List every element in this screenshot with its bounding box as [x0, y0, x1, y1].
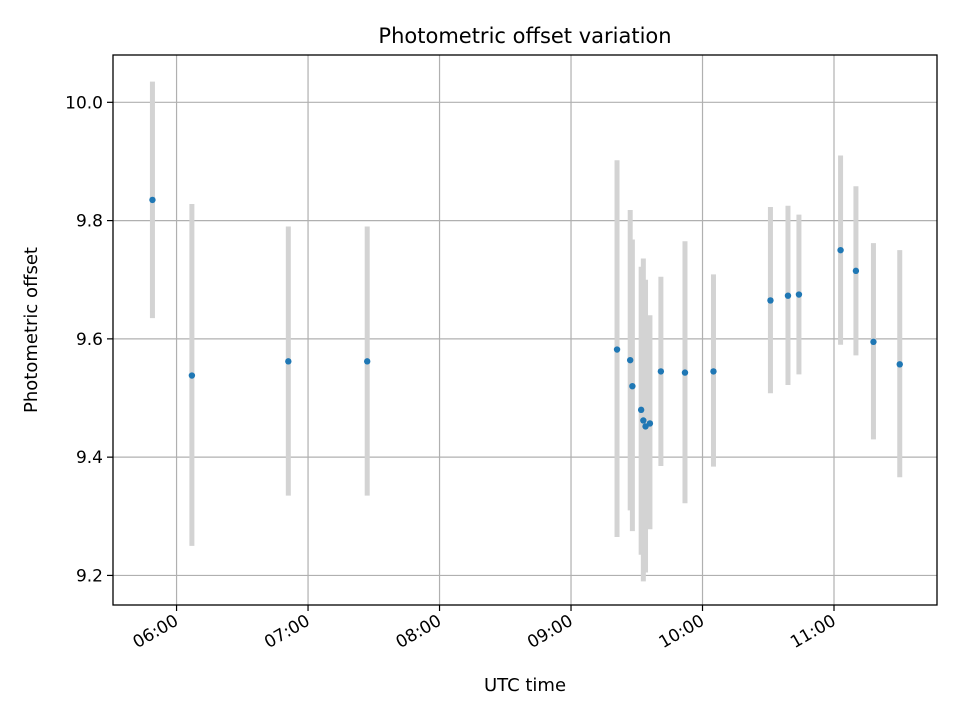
plot-frame — [112, 54, 938, 606]
grid-layer — [113, 55, 937, 605]
data-point — [795, 291, 803, 298]
x-tick-label: 09:00 — [524, 611, 576, 653]
tick-layer: 06:00 07:00 08:00 09:00 10:00 11:00 9.2 9.4 9.6 9… — [65, 93, 839, 653]
data-point — [629, 382, 636, 390]
data-point — [646, 420, 654, 427]
y-axis-label: Photometric offset — [21, 247, 42, 413]
y-tick-label: 9.4 — [76, 448, 103, 468]
data-point — [149, 196, 156, 204]
x-axis-label: UTC time — [484, 675, 566, 696]
data-point — [285, 358, 292, 365]
data-point — [657, 368, 665, 375]
data-point — [896, 361, 903, 368]
data-point — [852, 267, 860, 275]
x-tick-label: 10:00 — [656, 611, 708, 653]
y-tick-label: 9.2 — [76, 566, 103, 586]
data-point — [784, 292, 792, 299]
x-tick-label: 11:00 — [787, 611, 839, 653]
data-point — [837, 246, 844, 254]
data-point — [364, 358, 371, 365]
data-point — [710, 368, 717, 375]
data-point — [613, 346, 621, 353]
data-point — [767, 297, 774, 304]
data-point — [637, 406, 645, 414]
errorbar-layer — [149, 81, 903, 582]
data-point — [188, 372, 196, 379]
y-tick-label: 9.6 — [76, 330, 103, 350]
data-point — [640, 417, 647, 424]
chart-title: Photometric offset variation — [378, 24, 671, 48]
y-tick-label: 9.8 — [76, 212, 103, 232]
data-point — [626, 356, 634, 364]
point-layer — [149, 196, 903, 430]
data-point — [870, 338, 877, 346]
y-tick-label: 10.0 — [65, 93, 103, 113]
x-tick-label: 08:00 — [393, 611, 445, 653]
data-point — [681, 369, 689, 376]
x-tick-label: 06:00 — [130, 611, 182, 653]
x-tick-label: 07:00 — [261, 611, 313, 653]
